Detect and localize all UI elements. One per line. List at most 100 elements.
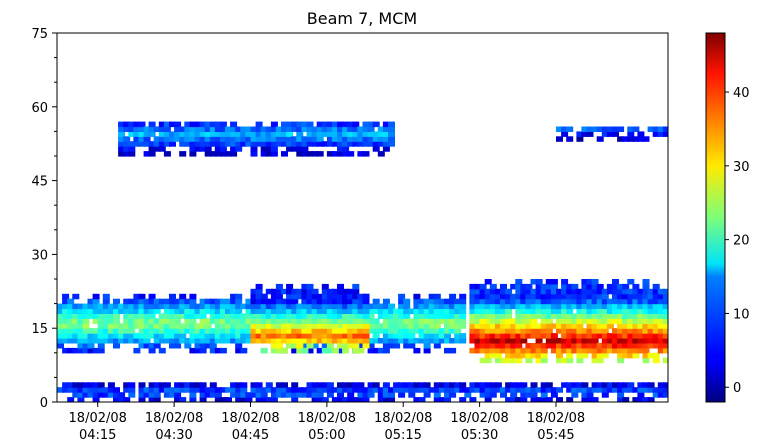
heatmap-cell — [601, 338, 609, 344]
heatmap-cell — [321, 313, 329, 319]
heatmap-cell — [113, 303, 120, 310]
heatmap-cell — [612, 318, 619, 324]
heatmap-cell — [484, 333, 492, 339]
heatmap-cell — [438, 303, 446, 310]
heatmap-cell — [214, 121, 222, 128]
heatmap-cell — [225, 298, 232, 305]
heatmap-cell — [393, 328, 401, 334]
heatmap-cell — [510, 343, 518, 349]
heatmap-cell — [204, 392, 212, 398]
heatmap-cell — [469, 397, 477, 402]
heatmap-cell — [413, 397, 421, 402]
heatmap-cell — [474, 343, 482, 349]
heatmap-cell — [408, 387, 416, 393]
heatmap-cell — [265, 328, 273, 334]
heatmap-cell — [296, 151, 304, 157]
heatmap-cell — [291, 126, 299, 132]
heatmap-cell — [118, 146, 126, 152]
heatmap-cell — [148, 303, 156, 310]
heatmap-cell — [204, 387, 212, 393]
heatmap-cell — [556, 126, 563, 132]
heatmap-cell — [189, 151, 197, 157]
heatmap-cell — [123, 382, 131, 388]
heatmap-cell — [326, 141, 334, 147]
heatmap-cell — [133, 338, 141, 344]
heatmap-cell — [627, 131, 635, 137]
heatmap-cell — [260, 308, 268, 314]
heatmap-cell — [235, 392, 243, 398]
heatmap-cell — [601, 333, 609, 339]
heatmap-cell — [260, 131, 268, 137]
heatmap-cell — [382, 298, 390, 305]
heatmap-cell — [525, 347, 533, 354]
heatmap-cell — [235, 303, 243, 310]
heatmap-cell — [270, 333, 278, 339]
heatmap-cell — [169, 318, 176, 324]
heatmap-cell — [291, 288, 299, 295]
heatmap-cell — [67, 303, 75, 310]
heatmap-cell — [316, 387, 324, 393]
heatmap-cell — [77, 347, 85, 354]
heatmap-cell — [118, 151, 126, 157]
heatmap-cell — [163, 121, 171, 128]
heatmap-cell — [540, 392, 548, 398]
heatmap-cell — [331, 293, 339, 300]
heatmap-cell — [576, 131, 584, 137]
heatmap-cell — [265, 298, 273, 305]
heatmap-cell — [367, 141, 375, 147]
heatmap-cell — [209, 318, 217, 324]
heatmap-cell — [138, 318, 146, 324]
heatmap-cell — [133, 293, 141, 300]
heatmap-cell — [235, 318, 243, 324]
heatmap-cell — [326, 303, 334, 310]
heatmap-cell — [174, 392, 182, 398]
heatmap-cell — [474, 308, 482, 314]
heatmap-cell — [382, 333, 390, 339]
heatmap-cell — [163, 136, 171, 142]
heatmap-cell — [321, 303, 329, 310]
heatmap-cell — [388, 318, 395, 324]
heatmap-cell — [622, 382, 630, 388]
heatmap-cell — [270, 387, 278, 393]
heatmap-cell — [143, 387, 151, 393]
heatmap-cell — [662, 318, 668, 324]
heatmap-cell — [556, 303, 563, 310]
heatmap-cell — [591, 347, 599, 354]
heatmap-cell — [306, 121, 314, 128]
heatmap-cell — [622, 338, 630, 344]
heatmap-cell — [291, 141, 299, 147]
heatmap-cell — [306, 141, 314, 147]
heatmap-cell — [128, 392, 136, 398]
heatmap-cell — [138, 121, 146, 128]
heatmap-cell — [545, 343, 553, 349]
heatmap-cell — [515, 333, 523, 339]
heatmap-cell — [281, 392, 288, 398]
heatmap-cell — [275, 392, 283, 398]
heatmap-cell — [357, 392, 365, 398]
heatmap-cell — [245, 136, 253, 142]
heatmap-cell — [265, 313, 273, 319]
heatmap-cell — [113, 397, 120, 402]
heatmap-cell — [510, 283, 518, 290]
heatmap-cell — [250, 136, 258, 142]
heatmap-cell — [515, 283, 523, 290]
heatmap-cell — [235, 293, 243, 300]
heatmap-cell — [128, 323, 136, 329]
heatmap-cell — [444, 323, 451, 329]
heatmap-cell — [581, 343, 589, 349]
heatmap-cell — [413, 382, 421, 388]
heatmap-cell — [148, 387, 156, 393]
heatmap-cell — [601, 352, 609, 359]
heatmap-cell — [469, 318, 477, 324]
heatmap-cell — [291, 303, 299, 310]
heatmap-cell — [489, 298, 497, 305]
heatmap-cell — [240, 141, 248, 147]
heatmap-cell — [652, 328, 660, 334]
heatmap-cell — [377, 303, 385, 310]
heatmap-cell — [474, 382, 482, 388]
heatmap-cell — [581, 131, 589, 137]
heatmap-cell — [250, 392, 258, 398]
heatmap-cell — [535, 343, 543, 349]
heatmap-cell — [550, 279, 558, 285]
heatmap-cell — [372, 121, 380, 128]
